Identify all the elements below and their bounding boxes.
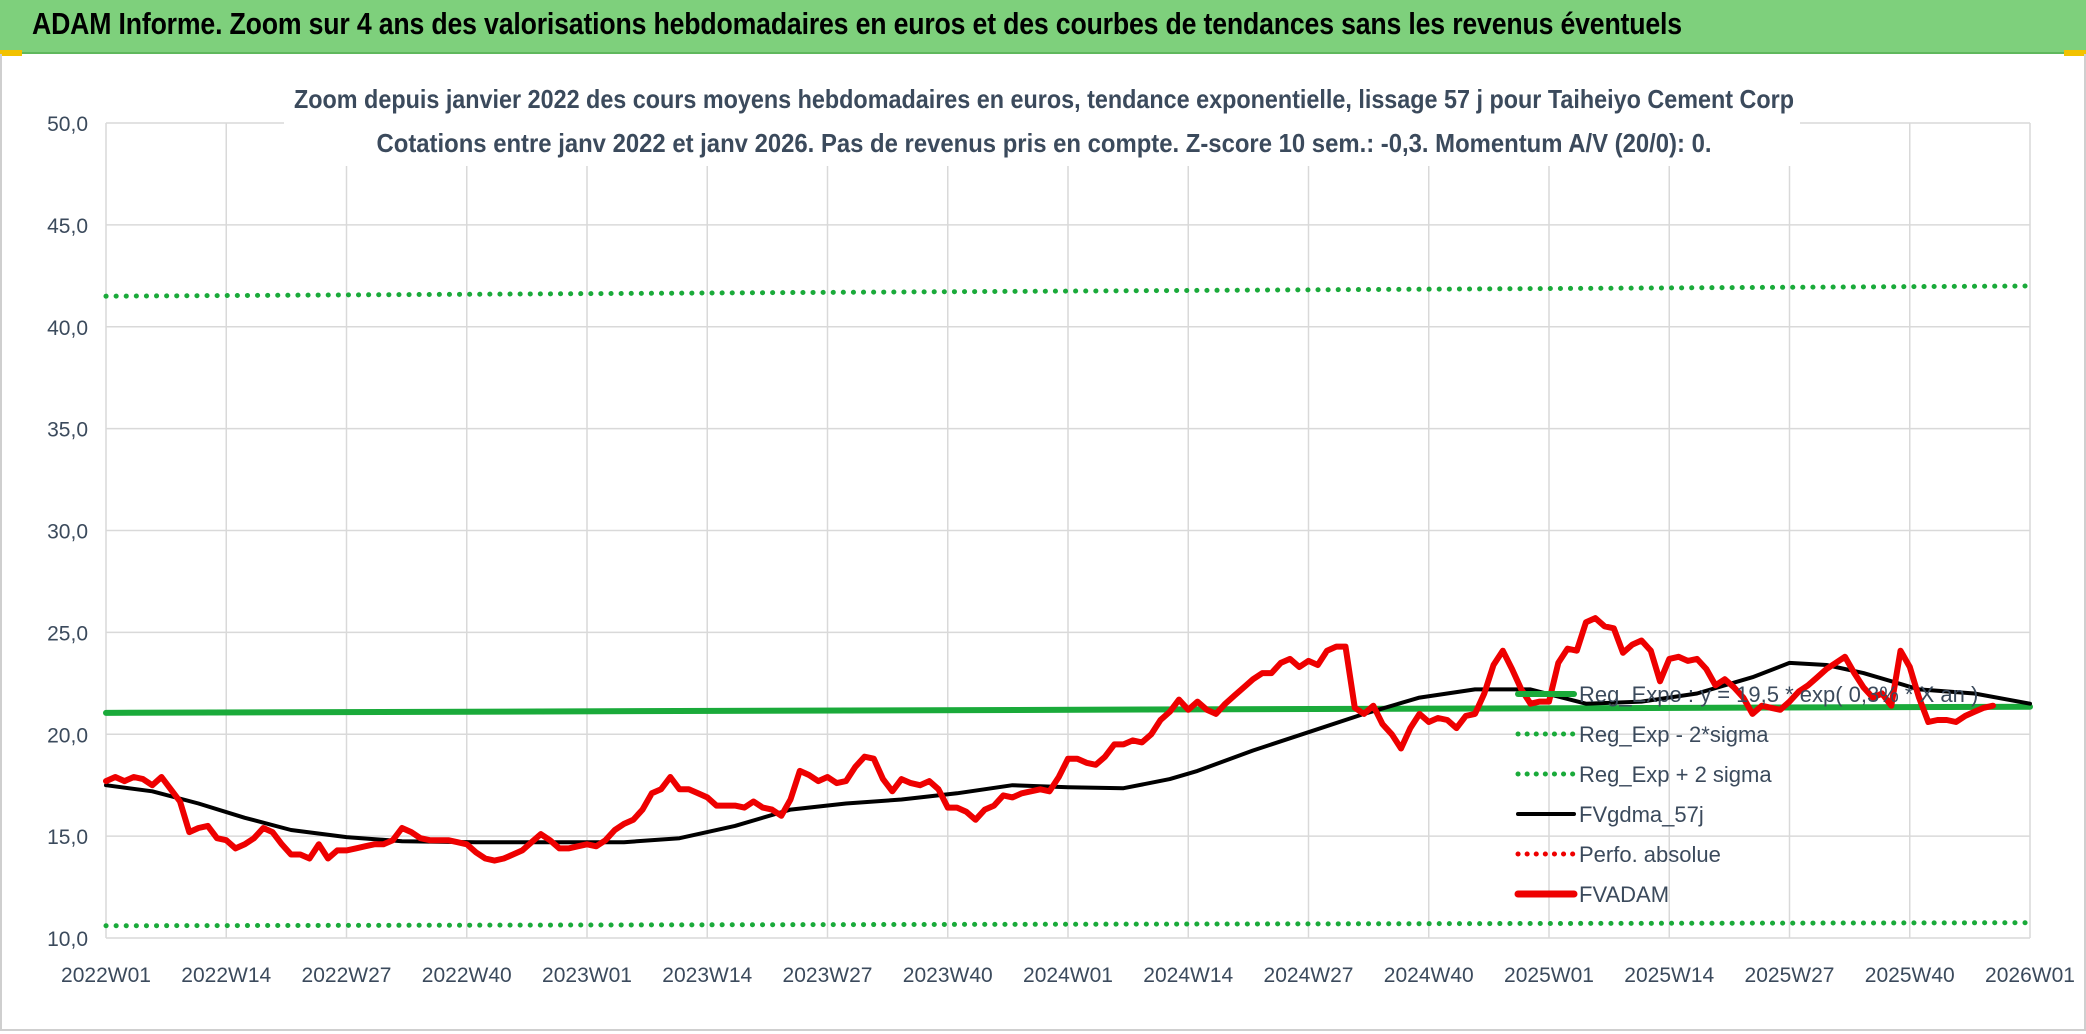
x-tick-label: 2025W01 [1504,964,1594,987]
y-tick-label: 35,0 [47,419,88,442]
x-tick-label: 2022W27 [302,964,392,987]
legend-label: Reg_Expo : y = 19,5 * exp( 0,3% * X an ) [1579,682,1978,707]
chart-svg: Zoom depuis janvier 2022 des cours moyen… [47,80,2075,987]
legend-label: FVADAM [1579,882,1669,907]
legend-label: Reg_Exp + 2 sigma [1579,762,1772,787]
y-tick-label: 15,0 [47,826,88,849]
series-reg-exp-minus-2sigma [103,920,2033,929]
x-tick-label: 2024W14 [1143,964,1233,987]
chart-title-line2: Cotations entre janv 2022 et janv 2026. … [377,128,1712,158]
y-axis-ticks: 10,0 15,0 20,0 25,0 30,0 35,0 40,0 45,0 50,0 [47,113,88,951]
y-tick-label: 45,0 [47,215,88,238]
x-tick-label: 2024W01 [1023,964,1113,987]
x-axis-ticks: 2022W01 2022W14 2022W27 2022W40 2023W01 2023W… [61,964,2075,987]
series-fvadam [103,615,1996,864]
x-tick-label: 2022W14 [181,964,271,987]
x-tick-label: 2023W27 [783,964,873,987]
title-backdrop [284,80,1800,166]
series-fvgdma-57j [104,660,2032,845]
x-tick-label: 2022W01 [61,964,151,987]
top-banner: ADAM Informe. Zoom sur 4 ans des valoris… [0,0,2086,56]
series-lines [103,283,2033,929]
legend: Reg_Expo : y = 19,5 * exp( 0,3% * X an )… [1514,682,1978,907]
x-tick-label: 2025W14 [1624,964,1714,987]
x-tick-label: 2026W01 [1985,964,2075,987]
y-tick-label: 40,0 [47,317,88,340]
chart-frame: Zoom depuis janvier 2022 des cours moyen… [0,54,2086,1031]
y-tick-label: 25,0 [47,622,88,645]
grid [105,122,2031,939]
y-tick-label: 20,0 [47,724,88,747]
x-tick-label: 2023W01 [542,964,632,987]
series-reg-exp-plus-2sigma [103,283,2033,299]
x-tick-label: 2025W27 [1745,964,1835,987]
banner-corner-left [0,50,22,56]
legend-label: FVgdma_57j [1579,802,1704,827]
x-tick-label: 2023W40 [903,964,993,987]
banner-title: ADAM Informe. Zoom sur 4 ans des valoris… [32,6,1682,41]
series-reg-expo [103,703,2033,716]
legend-label: Perfo. absolue [1579,842,1721,867]
legend-label: Reg_Exp - 2*sigma [1579,722,1769,747]
y-tick-label: 30,0 [47,521,88,544]
x-tick-label: 2024W40 [1384,964,1474,987]
x-tick-label: 2024W27 [1264,964,1354,987]
x-tick-label: 2025W40 [1865,964,1955,987]
x-tick-label: 2023W14 [662,964,752,987]
chart-title-line1: Zoom depuis janvier 2022 des cours moyen… [294,84,1794,114]
y-tick-label: 10,0 [47,928,88,951]
y-tick-label: 50,0 [47,113,88,136]
banner-corner-right [2064,50,2086,56]
x-tick-label: 2022W40 [422,964,512,987]
